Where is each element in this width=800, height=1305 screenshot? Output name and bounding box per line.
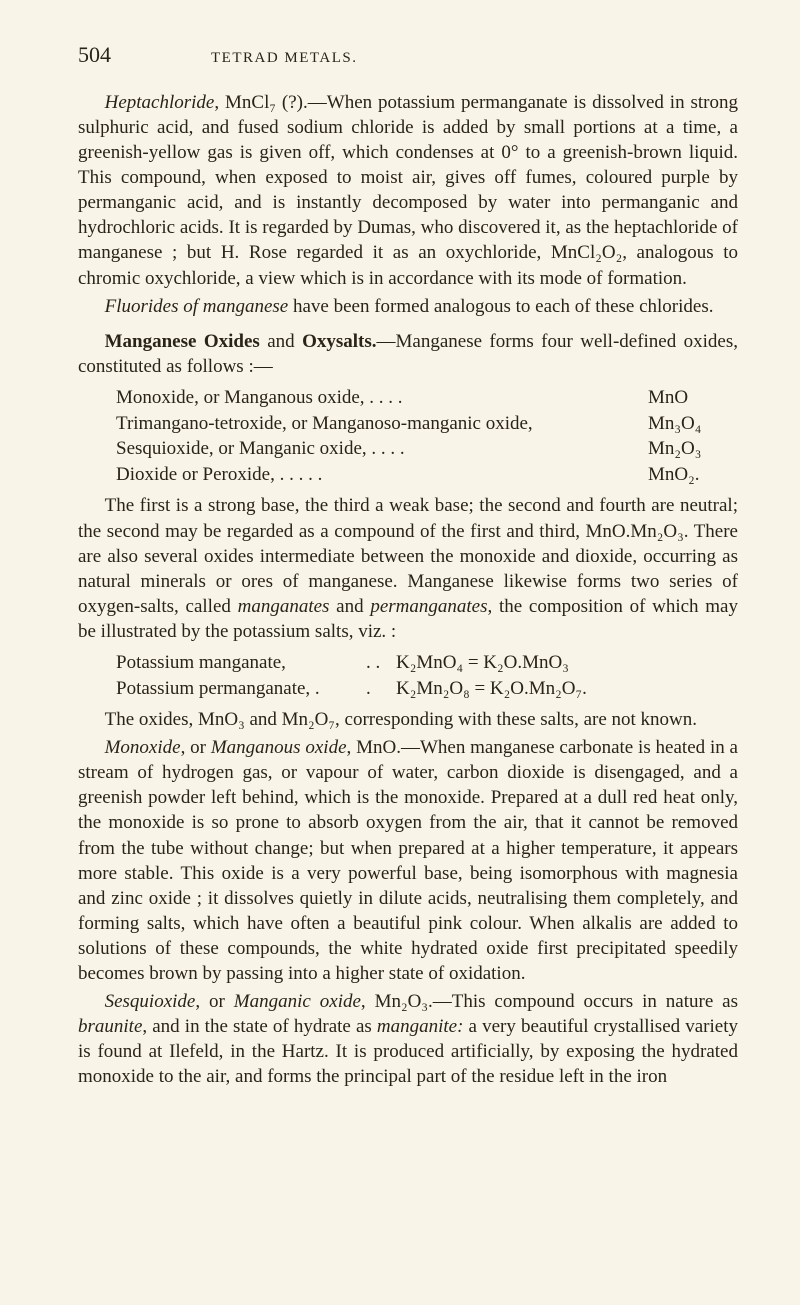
paragraph-oxide-discussion: The first is a strong base, the third a … — [78, 493, 738, 643]
paragraph-oxides-heading: Manganese Oxides and Oxysalts.—Manganese… — [78, 329, 738, 379]
para6-mid: , or — [181, 737, 211, 758]
paragraph-sesquioxide: Sesquioxide, or Manganic oxide, Mn₂O₃.—T… — [78, 989, 738, 1089]
paragraph-heptachloride: Heptachloride, MnCl₇ (?).—When potassium… — [78, 90, 738, 291]
paragraph-monoxide: Monoxide, or Manganous oxide, MnO.—When … — [78, 735, 738, 986]
para6-rest: , MnO.—When manganese carbonate is heate… — [78, 737, 738, 984]
oxide-formula: Mn₃O₄ — [648, 411, 738, 437]
oxide-formula: Mn₂O₃ — [648, 436, 738, 462]
oxide-formula: MnO — [648, 385, 738, 411]
equation-block: Potassium manganate, . . K₂MnO₄ = K₂O.Mn… — [116, 650, 738, 701]
term-fluorides: Fluorides of manganese — [105, 296, 289, 317]
para4-text-b: and — [329, 596, 370, 617]
oxide-label: Sesquioxide, or Manganic oxide, . . . . — [116, 436, 648, 462]
equation-row: Potassium permanganate, . . K₂Mn₂O₈ = K₂… — [116, 676, 738, 702]
oxide-row: Trimangano-tetroxide, or Manganoso-manga… — [116, 411, 738, 437]
equation-row: Potassium manganate, . . K₂MnO₄ = K₂O.Mn… — [116, 650, 738, 676]
term-sesquioxide: Sesquioxide — [105, 991, 196, 1012]
term-manganates: manganates — [238, 596, 330, 617]
para7-rest-b: , and in the state of hydrate as — [142, 1016, 377, 1037]
page-header: 504 TETRAD METALS. — [78, 42, 738, 68]
oxide-label: Dioxide or Peroxide, . . . . . — [116, 462, 648, 488]
term-permanganates: permanganates — [370, 596, 487, 617]
para1-text: , MnCl₇ (?).—When potassium permanganate… — [78, 92, 738, 289]
page: 504 TETRAD METALS. Heptachloride, MnCl₇ … — [0, 0, 800, 1142]
eq-right: K₂MnO₄ = K₂O.MnO₃ — [396, 650, 738, 676]
oxide-label: Monoxide, or Manganous oxide, . . . . — [116, 385, 648, 411]
paragraph-fluorides: Fluorides of manganese have been formed … — [78, 294, 738, 319]
term-manganous-oxide: Manganous oxide — [211, 737, 347, 758]
term-manganic-oxide: Manganic oxide — [234, 991, 361, 1012]
eq-left: Potassium manganate, — [116, 650, 366, 676]
term-monoxide: Monoxide — [105, 737, 181, 758]
running-head: TETRAD METALS. — [211, 50, 357, 67]
oxide-label: Trimangano-tetroxide, or Manganoso-manga… — [116, 411, 648, 437]
oxide-row: Sesquioxide, or Manganic oxide, . . . . … — [116, 436, 738, 462]
eq-dots: . — [366, 676, 396, 702]
para2-text: have been formed analogous to each of th… — [288, 296, 713, 317]
page-number: 504 — [78, 42, 111, 68]
paragraph-unknown-oxides: The oxides, MnO₃ and Mn₂O₇, correspondin… — [78, 707, 738, 732]
oxide-formula: MnO₂. — [648, 462, 738, 488]
term-heptachloride: Heptachloride — [105, 92, 215, 113]
term-braunite: braunite — [78, 1016, 142, 1037]
para3-mid: and — [260, 331, 302, 352]
term-manganite: manganite: — [377, 1016, 464, 1037]
oxide-list: Monoxide, or Manganous oxide, . . . . Mn… — [116, 385, 738, 488]
para7-rest-a: , Mn₂O₃.—This compound occurs in nature … — [361, 991, 738, 1012]
heading-manganese-oxides: Manganese Oxides — [105, 331, 260, 352]
eq-right: K₂Mn₂O₈ = K₂O.Mn₂O₇. — [396, 676, 738, 702]
para7-mid: , or — [195, 991, 233, 1012]
eq-dots: . . — [366, 650, 396, 676]
oxide-row: Monoxide, or Manganous oxide, . . . . Mn… — [116, 385, 738, 411]
heading-oxysalts: Oxysalts. — [302, 331, 376, 352]
eq-left: Potassium permanganate, . — [116, 676, 366, 702]
oxide-row: Dioxide or Peroxide, . . . . . MnO₂. — [116, 462, 738, 488]
